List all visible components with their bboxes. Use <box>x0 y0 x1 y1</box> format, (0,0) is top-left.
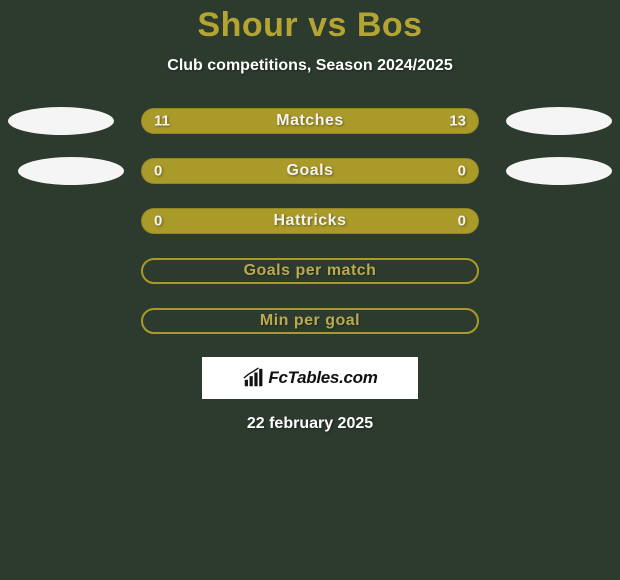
logo-text: FcTables.com <box>268 368 377 388</box>
stat-bar: Goals per match <box>141 258 479 284</box>
page-title: Shour vs Bos <box>0 6 620 45</box>
stat-value-right: 13 <box>449 113 466 130</box>
stat-label: Goals per match <box>244 262 377 280</box>
stat-row-goals: 0 Goals 0 <box>0 157 620 185</box>
stat-value-left: 11 <box>154 113 170 130</box>
source-logo: FcTables.com <box>202 357 418 399</box>
date-label: 22 february 2025 <box>0 415 620 433</box>
stats-section: 11 Matches 13 0 Goals 0 0 Hattricks 0 <box>0 107 620 335</box>
stat-label: Min per goal <box>260 312 360 330</box>
stat-row-min-per-goal: Min per goal <box>0 307 620 335</box>
player-photo-left <box>18 157 124 185</box>
stat-bar: 0 Hattricks 0 <box>141 208 479 234</box>
stat-value-right: 0 <box>458 213 466 230</box>
stat-row-hattricks: 0 Hattricks 0 <box>0 207 620 235</box>
player-photo-right <box>506 157 612 185</box>
stat-label: Goals <box>287 162 334 180</box>
stat-value-left: 0 <box>154 163 162 180</box>
player-photo-left <box>8 107 114 135</box>
subtitle: Club competitions, Season 2024/2025 <box>0 57 620 75</box>
stat-label: Matches <box>276 112 344 130</box>
stat-row-goals-per-match: Goals per match <box>0 257 620 285</box>
stat-bar: 11 Matches 13 <box>141 108 479 134</box>
stat-value-right: 0 <box>458 163 466 180</box>
stat-bar: 0 Goals 0 <box>141 158 479 184</box>
stat-row-matches: 11 Matches 13 <box>0 107 620 135</box>
comparison-card: Shour vs Bos Club competitions, Season 2… <box>0 0 620 433</box>
player-photo-right <box>506 107 612 135</box>
stat-value-left: 0 <box>154 213 162 230</box>
stat-label: Hattricks <box>274 212 347 230</box>
bar-chart-icon <box>242 367 264 389</box>
stat-bar: Min per goal <box>141 308 479 334</box>
